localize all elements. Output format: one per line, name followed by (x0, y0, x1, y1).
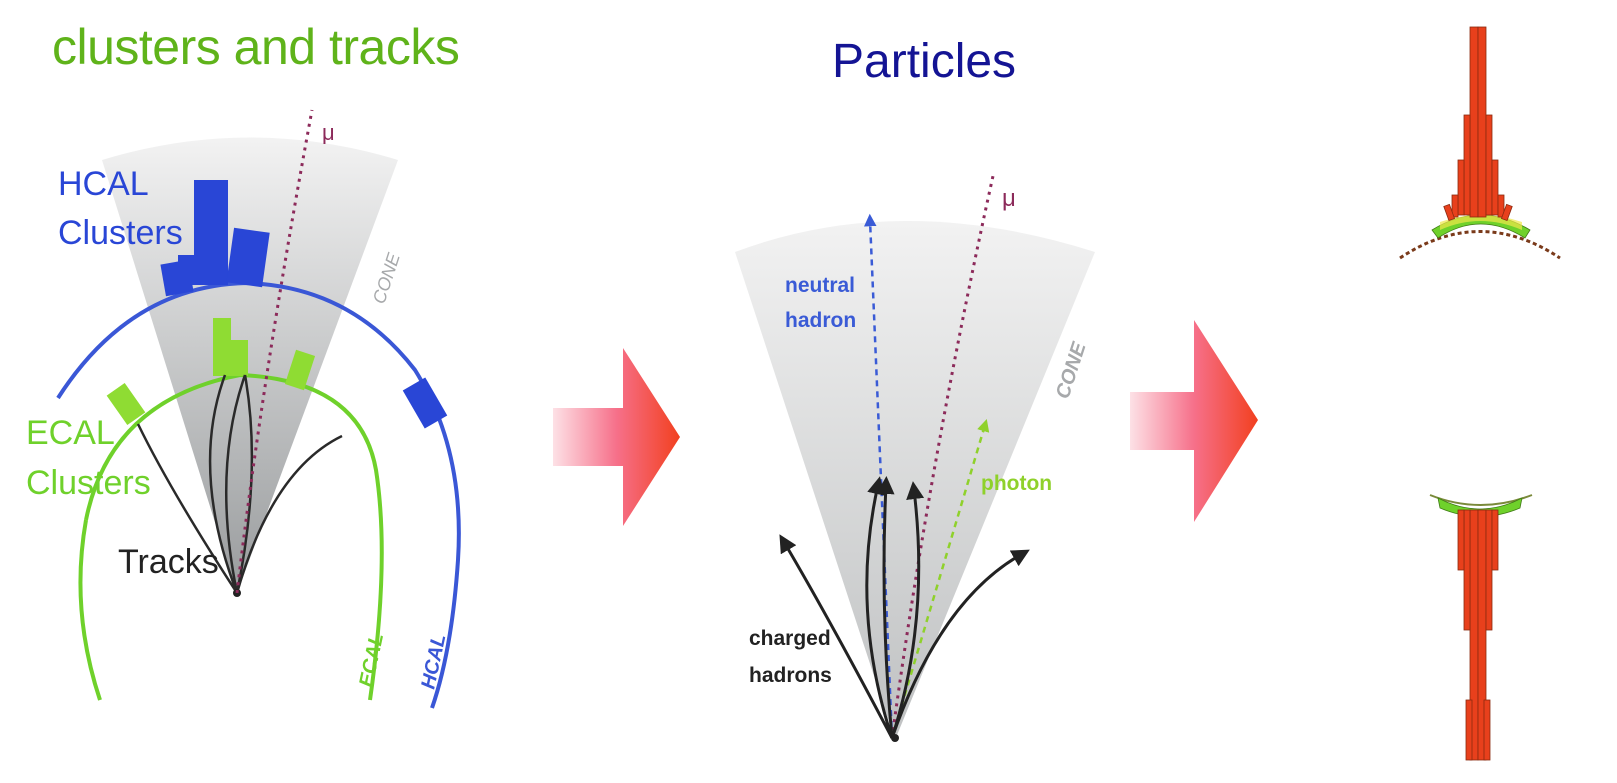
hcal-clusters-label-2: Clusters (58, 214, 183, 252)
neutral-hadron-label-2: hadron (785, 309, 856, 332)
left-cone (102, 138, 398, 594)
ecal-arc-left (80, 520, 100, 700)
big-arrow-2 (1130, 320, 1258, 522)
ecal-arc-label: ECAL (355, 631, 388, 689)
charged-hadrons-label-1: charged (749, 627, 831, 650)
cone-label-middle: CONE (1052, 339, 1091, 401)
ecal-clusters-label-2: Clusters (26, 464, 151, 502)
tracks-label: Tracks (118, 543, 219, 581)
right-panel-bottom-jet (1430, 495, 1532, 760)
mu-label-middle: μ (1002, 185, 1016, 212)
big-arrow-1 (553, 348, 680, 526)
photon-label: photon (981, 472, 1052, 495)
middle-panel: μ neutral hadron photon charged hadrons … (735, 176, 1095, 742)
ecal-clusters-label-1: ECAL (26, 414, 115, 452)
hcal-clusters-label-1: HCAL (58, 165, 149, 203)
charged-hadrons-label-2: hadrons (749, 664, 832, 687)
left-panel: μ HCAL Clusters ECAL Clusters Tracks CON… (26, 110, 459, 708)
neutral-hadron-label-1: neutral (785, 274, 855, 297)
right-panel-top-jet (1400, 27, 1560, 258)
cone-label-left: CONE (369, 250, 404, 307)
mu-label-left: μ (322, 120, 335, 145)
